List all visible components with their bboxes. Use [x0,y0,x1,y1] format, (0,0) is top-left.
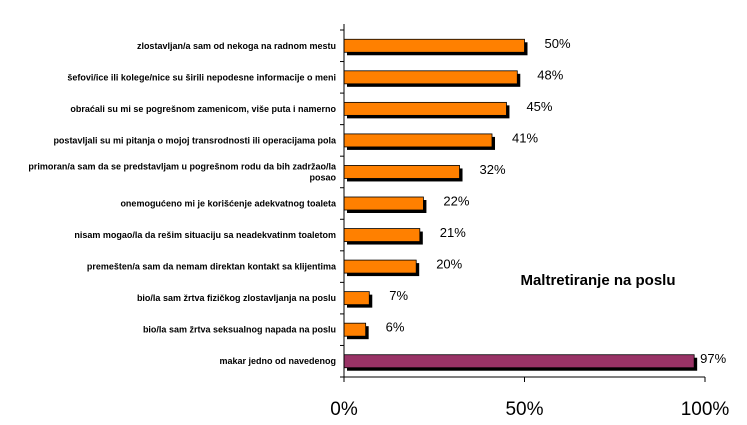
value-label: 22% [443,194,469,209]
category-label: obraćali su mi se pogrešnom zamenicom, v… [70,104,336,114]
value-label: 41% [512,130,538,145]
value-label: 48% [537,67,563,82]
category-label: posao [309,172,336,182]
bar [343,196,424,211]
category-label: postavljali su mi pitanja o mojoj transr… [53,135,337,145]
value-label: 50% [545,36,571,51]
category-label: primoran/a sam da se predstavljam u pogr… [28,161,337,171]
bar [343,259,417,274]
value-label: 97% [700,351,726,366]
category-label: premešten/a sam da nemam direktan kontak… [87,262,337,272]
bar [343,70,518,85]
bar [343,38,525,53]
category-label: onemogućeno mi je korišćenje adekvatnog … [120,199,337,209]
bar [343,101,507,116]
axis-layer: 0% 50% 100% [330,24,729,420]
x-tick-label: 100% [681,399,730,420]
x-tick-label: 50% [505,399,543,420]
bar [343,291,370,306]
bars-layer: 50% zlostavljan/a sam od nekoga na radnom… [28,36,727,371]
value-label: 6% [386,320,405,335]
value-label: 7% [389,288,408,303]
bar [343,165,460,179]
value-label: 21% [440,225,466,240]
category-label: bio/la sam žrtva fizičkog zlostavljanja … [137,293,336,303]
value-label: 20% [436,257,462,272]
chart-title: Maltretiranje na poslu [520,272,675,289]
bar [343,322,367,337]
category-label: zlostavljan/a sam od nekoga na radnom me… [137,41,336,51]
category-label: bio/la sam žrtva seksualnog napada na po… [143,325,336,335]
x-tick-label: 0% [330,399,358,420]
value-label: 45% [526,99,552,114]
category-label: šefovi/ice ili kolege/nice su širili nep… [67,72,336,82]
category-label: nisam mogao/la da rešim situaciju sa nea… [74,230,336,240]
category-label: makar jedno od navedenog [219,356,336,366]
bar [343,354,695,369]
bar [343,228,421,242]
value-label: 32% [480,162,506,177]
bar [343,133,493,148]
